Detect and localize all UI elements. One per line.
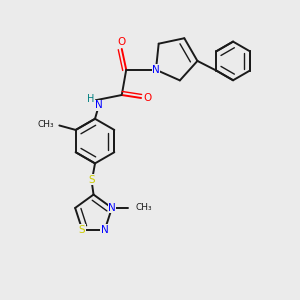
Text: N: N: [152, 65, 160, 75]
Text: S: S: [89, 175, 95, 185]
Text: O: O: [143, 93, 152, 103]
Text: CH₃: CH₃: [136, 202, 152, 211]
Text: S: S: [79, 224, 86, 235]
Text: H: H: [87, 94, 94, 104]
Text: N: N: [108, 203, 116, 213]
Text: N: N: [101, 224, 109, 235]
Text: O: O: [118, 38, 126, 47]
Text: N: N: [95, 100, 103, 110]
Text: CH₃: CH₃: [38, 120, 54, 129]
